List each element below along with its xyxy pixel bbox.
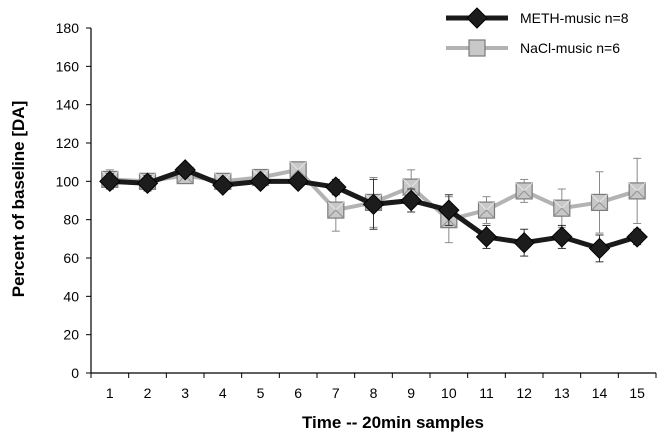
y-axis-label: Percent of baseline [DA] (9, 101, 28, 298)
marker-shading (327, 209, 345, 219)
x-tick-label: 11 (479, 385, 494, 401)
legend-item-meth-music: METH-music n=8 (446, 7, 629, 29)
data-point (626, 226, 648, 248)
marker-shading (289, 169, 307, 179)
marker-shading (591, 201, 608, 211)
data-point (174, 159, 196, 181)
x-axis-label: Time -- 20min samples (302, 413, 484, 432)
y-tick-label: 40 (63, 288, 79, 304)
y-tick-label: 120 (56, 135, 80, 151)
data-point (99, 170, 121, 193)
data-point (475, 226, 498, 248)
legend-label: NaCl-music n=6 (520, 40, 620, 56)
data-point (249, 170, 272, 193)
y-tick-label: 140 (56, 97, 80, 113)
legend-marker (466, 7, 488, 29)
data-point (212, 174, 234, 196)
x-tick-label: 9 (407, 385, 415, 401)
x-tick-label: 8 (370, 385, 378, 401)
x-tick-label: 4 (219, 385, 227, 401)
series-meth-music (99, 159, 648, 263)
x-tick-label: 15 (629, 385, 645, 401)
x-tick-label: 2 (144, 385, 152, 401)
x-tick-label: 13 (554, 385, 570, 401)
x-tick-label: 7 (332, 385, 340, 401)
x-tick-label: 3 (181, 385, 189, 401)
y-tick-label: 100 (56, 173, 80, 189)
marker-shading (628, 190, 646, 200)
legend-item-nacl-music: NaCl-music n=6 (446, 39, 620, 57)
data-point (551, 226, 573, 248)
y-tick-label: 20 (63, 327, 79, 343)
x-tick-label: 12 (516, 385, 532, 401)
y-axis-ticks: 0 20 40 60 80 100 120 140 160 180 (56, 20, 91, 381)
data-point (325, 176, 347, 198)
data-point (438, 199, 460, 221)
x-tick-label: 5 (257, 385, 265, 401)
x-axis-ticks: 1 2 3 4 5 6 7 8 9 10 11 12 13 14 15 (90, 373, 657, 401)
marker-shading (478, 209, 495, 219)
x-tick-label: 14 (592, 385, 608, 401)
data-point (513, 231, 535, 254)
x-tick-label: 1 (106, 385, 114, 401)
y-tick-label: 160 (56, 58, 80, 74)
y-tick-label: 60 (63, 250, 79, 266)
chart-axes (90, 28, 656, 374)
marker-shading (553, 207, 571, 217)
x-tick-label: 6 (294, 385, 302, 401)
marker-shading (515, 190, 533, 200)
data-point (588, 237, 611, 260)
legend: METH-music n=8 NaCl-music n=6 (446, 7, 629, 57)
data-point (136, 172, 159, 194)
legend-label: METH-music n=8 (520, 10, 629, 26)
data-point (400, 189, 422, 212)
y-tick-label: 80 (63, 212, 79, 228)
y-tick-label: 180 (56, 20, 80, 36)
x-tick-label: 10 (441, 385, 457, 401)
legend-marker (468, 39, 486, 57)
data-point (287, 170, 309, 193)
data-point (362, 193, 385, 216)
y-tick-label: 0 (71, 365, 79, 381)
series-layer (99, 157, 648, 263)
marker-shading (402, 186, 420, 196)
